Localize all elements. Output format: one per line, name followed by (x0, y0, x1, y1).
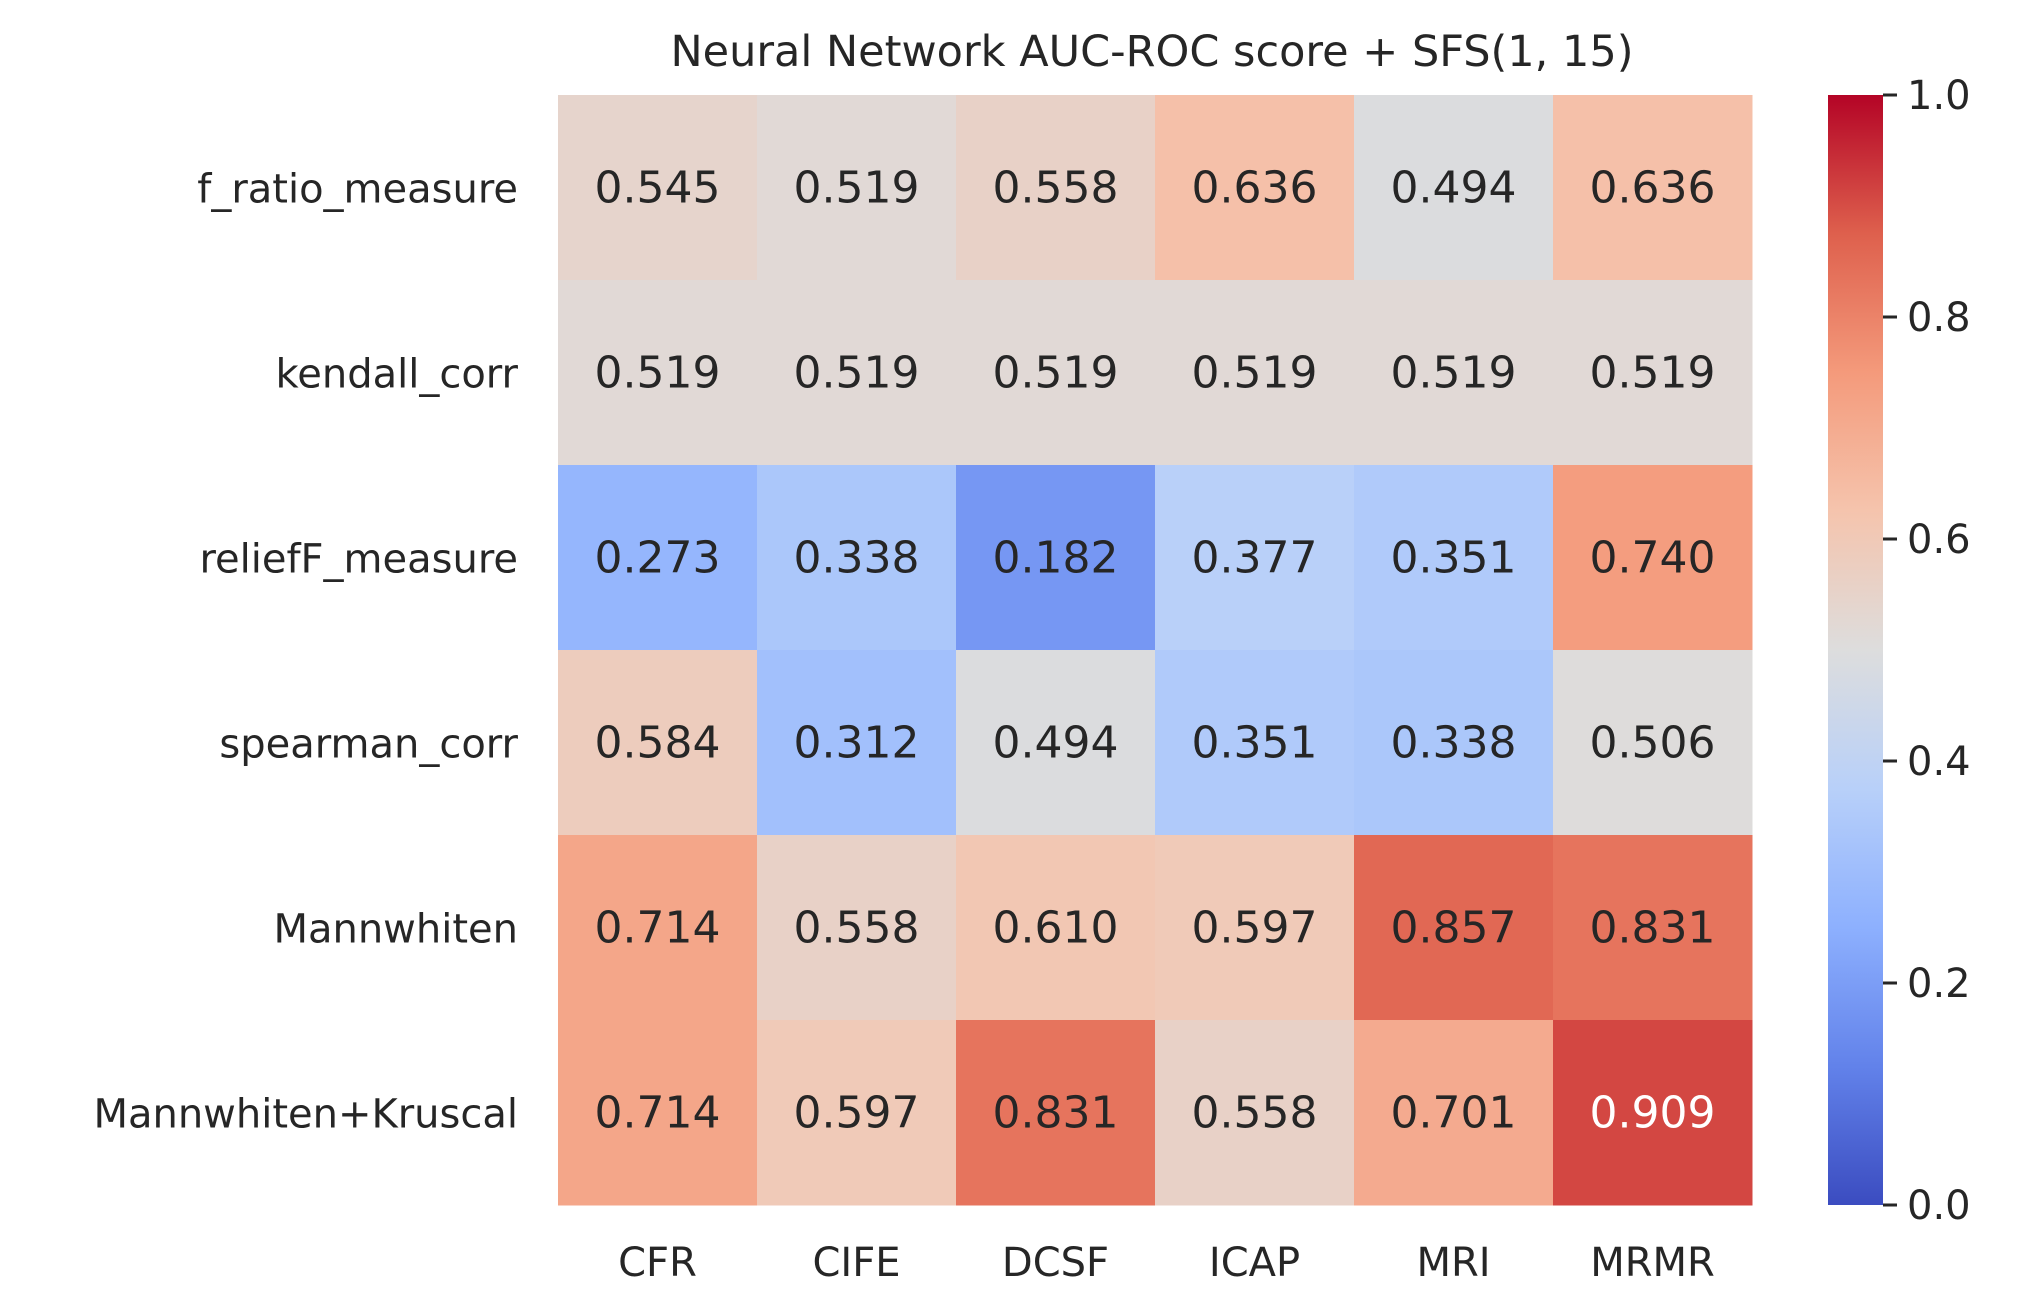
cell-value-label: 0.519 (595, 348, 721, 399)
row-labels: f_ratio_measure kendall_corr reliefF_measu… (93, 167, 518, 1138)
heatmap-cell (1354, 835, 1554, 1021)
heatmap-cell (1155, 280, 1355, 466)
cell-value-label: 0.909 (1590, 1088, 1716, 1139)
cell-value-label: 0.584 (595, 718, 721, 769)
cell-value-label: 0.831 (993, 1088, 1119, 1139)
heatmap-cell (1155, 95, 1355, 281)
heatmap-cell (1354, 95, 1554, 281)
cell-value-label: 0.312 (794, 718, 920, 769)
heatmap-cell (1553, 95, 1753, 281)
cell-value-label: 0.273 (595, 533, 721, 584)
heatmap-cell (1354, 280, 1554, 466)
cell-value-label: 0.701 (1391, 1088, 1517, 1139)
colorbar-tick-label: 0.8 (1907, 295, 1971, 341)
cell-value-label: 0.597 (1192, 903, 1318, 954)
heatmap-cells (558, 95, 1753, 1206)
cell-value-label: 0.338 (1391, 718, 1517, 769)
heatmap-cell (757, 1020, 957, 1206)
heatmap-cell (558, 465, 758, 651)
heatmap-cell (956, 650, 1156, 836)
cell-value-label: 0.519 (1590, 348, 1716, 399)
chart-title: Neural Network AUC-ROC score + SFS(1, 15… (670, 27, 1633, 77)
cell-value-label: 0.597 (794, 1088, 920, 1139)
cell-value-label: 0.506 (1590, 718, 1716, 769)
heatmap-cell (757, 835, 957, 1021)
row-label: spearman_corr (219, 722, 518, 768)
cell-value-label: 0.519 (794, 348, 920, 399)
heatmap-cell (1354, 1020, 1554, 1206)
cell-value-label: 0.857 (1391, 903, 1517, 954)
heatmap-cell (1553, 465, 1753, 651)
cell-value-label: 0.558 (993, 163, 1119, 214)
column-label: DCSF (1002, 1240, 1109, 1286)
heatmap-cell (956, 1020, 1156, 1206)
cell-value-label: 0.182 (993, 533, 1119, 584)
row-label: Mannwhiten+Kruscal (93, 1092, 518, 1138)
heatmap-cell (558, 280, 758, 466)
colorbar-ticks: 0.0 0.2 0.4 0.6 0.8 1.0 (1883, 73, 1971, 1229)
heatmap-cell (757, 95, 957, 281)
heatmap-cell (558, 650, 758, 836)
cell-value-label: 0.351 (1192, 718, 1318, 769)
cell-value-label: 0.338 (794, 533, 920, 584)
row-label: f_ratio_measure (197, 167, 518, 213)
colorbar-tick-label: 0.0 (1907, 1183, 1971, 1229)
column-label: CIFE (812, 1240, 900, 1286)
heatmap-cell (757, 650, 957, 836)
colorbar-tick-label: 0.2 (1907, 961, 1971, 1007)
cell-value-label: 0.714 (595, 903, 721, 954)
cell-value-label: 0.636 (1590, 163, 1716, 214)
heatmap-cell (1354, 465, 1554, 651)
heatmap-cell (956, 835, 1156, 1021)
cell-value-label: 0.519 (993, 348, 1119, 399)
cell-value-label: 0.558 (1192, 1088, 1318, 1139)
cell-value-label: 0.831 (1590, 903, 1716, 954)
heatmap-cell (558, 95, 758, 281)
row-label: Mannwhiten (273, 907, 518, 953)
heatmap-cell (1155, 465, 1355, 651)
colorbar (1828, 95, 1883, 1205)
cell-value-label: 0.636 (1192, 163, 1318, 214)
heatmap-cell (1553, 650, 1753, 836)
heatmap-cell (757, 280, 957, 466)
colorbar-tick-label: 0.6 (1907, 517, 1971, 563)
column-label: MRI (1416, 1240, 1490, 1286)
cell-value-label: 0.377 (1192, 533, 1318, 584)
column-label: CFR (618, 1240, 697, 1286)
row-label: reliefF_measure (199, 537, 518, 583)
heatmap-cell-labels: 0.545 0.519 0.558 0.636 0.494 0.636 0.519 0.519… (595, 163, 1716, 1139)
cell-value-label: 0.558 (794, 903, 920, 954)
colorbar-tick-label: 1.0 (1907, 73, 1971, 119)
heatmap-cell (956, 280, 1156, 466)
cell-value-label: 0.545 (595, 163, 721, 214)
cell-value-label: 0.351 (1391, 533, 1517, 584)
heatmap-cell (757, 465, 957, 651)
heatmap-cell (1553, 280, 1753, 466)
cell-value-label: 0.519 (794, 163, 920, 214)
heatmap-cell (1155, 1020, 1355, 1206)
heatmap-cell (1354, 650, 1554, 836)
cell-value-label: 0.714 (595, 1088, 721, 1139)
row-label: kendall_corr (276, 352, 519, 398)
heatmap-cell (1553, 1020, 1753, 1206)
cell-value-label: 0.519 (1391, 348, 1517, 399)
cell-value-label: 0.519 (1192, 348, 1318, 399)
colorbar-tick-label: 0.4 (1907, 739, 1971, 785)
heatmap-cell (1155, 650, 1355, 836)
cell-value-label: 0.740 (1590, 533, 1716, 584)
cell-value-label: 0.610 (993, 903, 1119, 954)
column-label: MRMR (1590, 1240, 1715, 1286)
heatmap-cell (956, 465, 1156, 651)
cell-value-label: 0.494 (993, 718, 1119, 769)
column-label: ICAP (1209, 1240, 1300, 1286)
heatmap-cell (1155, 835, 1355, 1021)
heatmap-cell (956, 95, 1156, 281)
column-labels: CFR CIFE DCSF ICAP MRI MRMR (618, 1240, 1715, 1286)
heatmap-cell (558, 835, 758, 1021)
heatmap-cell (1553, 835, 1753, 1021)
heatmap-cell (558, 1020, 758, 1206)
cell-value-label: 0.494 (1391, 163, 1517, 214)
